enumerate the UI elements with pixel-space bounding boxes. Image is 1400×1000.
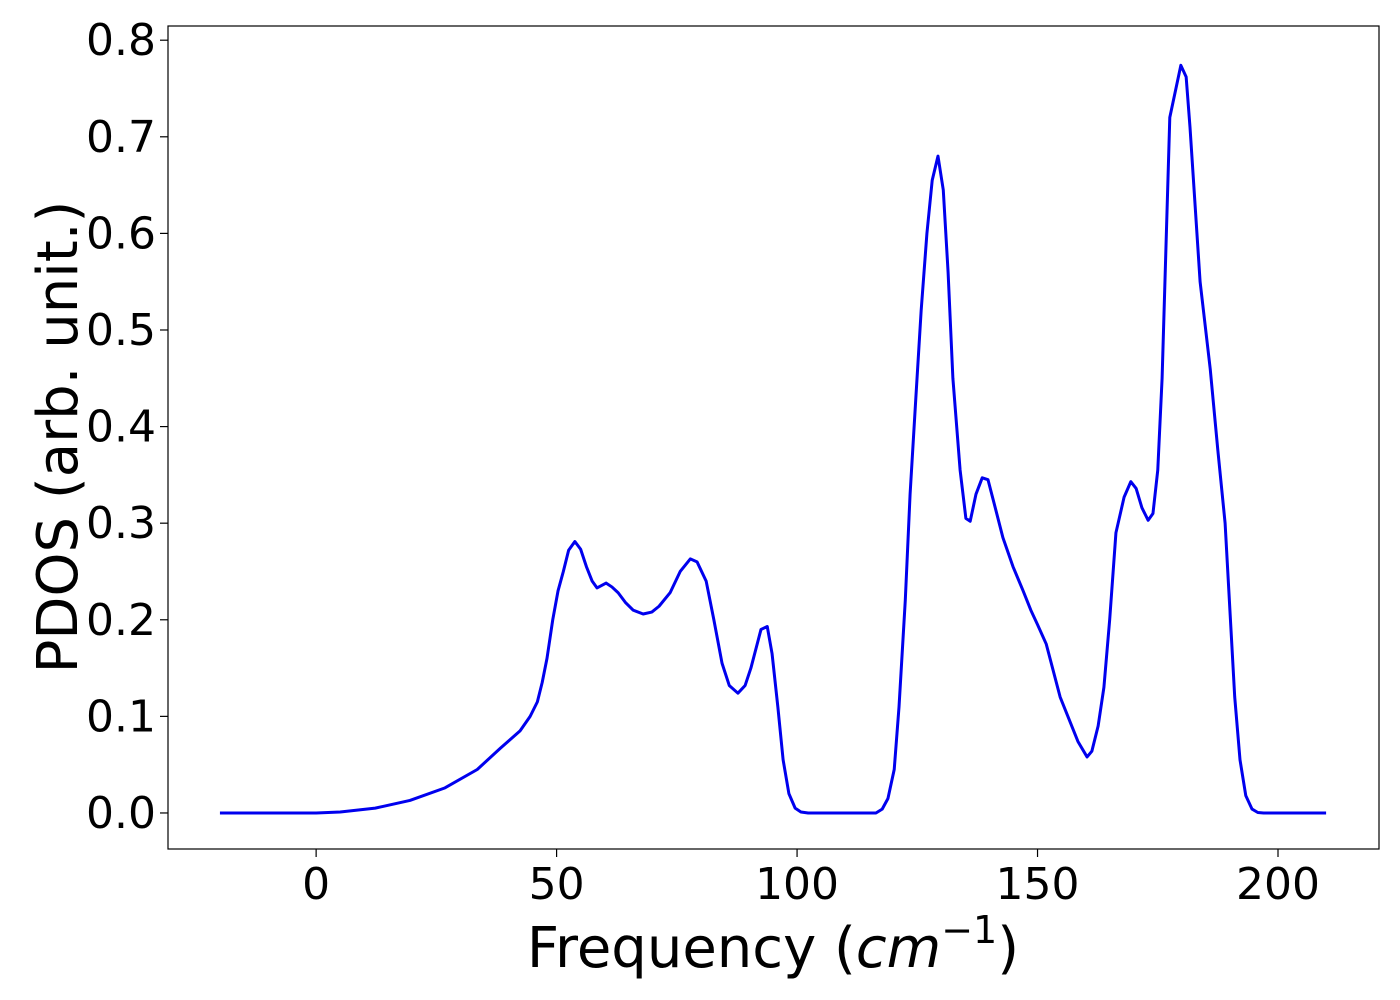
y-tick-label: 0.3 xyxy=(86,498,156,549)
x-label-part: −1 xyxy=(941,908,997,952)
y-tick-label: 0.6 xyxy=(86,208,156,259)
x-label-part: ) xyxy=(997,916,1019,981)
y-tick-label: 0.2 xyxy=(86,595,156,646)
y-tick-label: 0.1 xyxy=(86,691,156,742)
data-line xyxy=(219,63,1327,815)
plot-frame xyxy=(167,25,1380,850)
y-tick-label: 0.5 xyxy=(86,305,156,356)
x-axis-label: Frequency (cm−1) xyxy=(527,908,1019,981)
y-tick-label: 0.0 xyxy=(86,788,156,839)
x-tick-label: 150 xyxy=(996,859,1080,910)
x-tick-label: 100 xyxy=(755,859,839,910)
y-axis-label: PDOS (arb. unit.) xyxy=(26,201,91,674)
x-tick-label: 200 xyxy=(1236,859,1320,910)
y-tick-label: 0.8 xyxy=(86,15,156,66)
y-tick-label: 0.4 xyxy=(86,402,156,453)
x-tick-label: 50 xyxy=(529,859,585,910)
x-tick-label: 0 xyxy=(302,859,330,910)
x-label-part: cm xyxy=(856,916,941,981)
x-label-part: Frequency ( xyxy=(527,916,856,981)
y-tick-label: 0.7 xyxy=(86,112,156,163)
